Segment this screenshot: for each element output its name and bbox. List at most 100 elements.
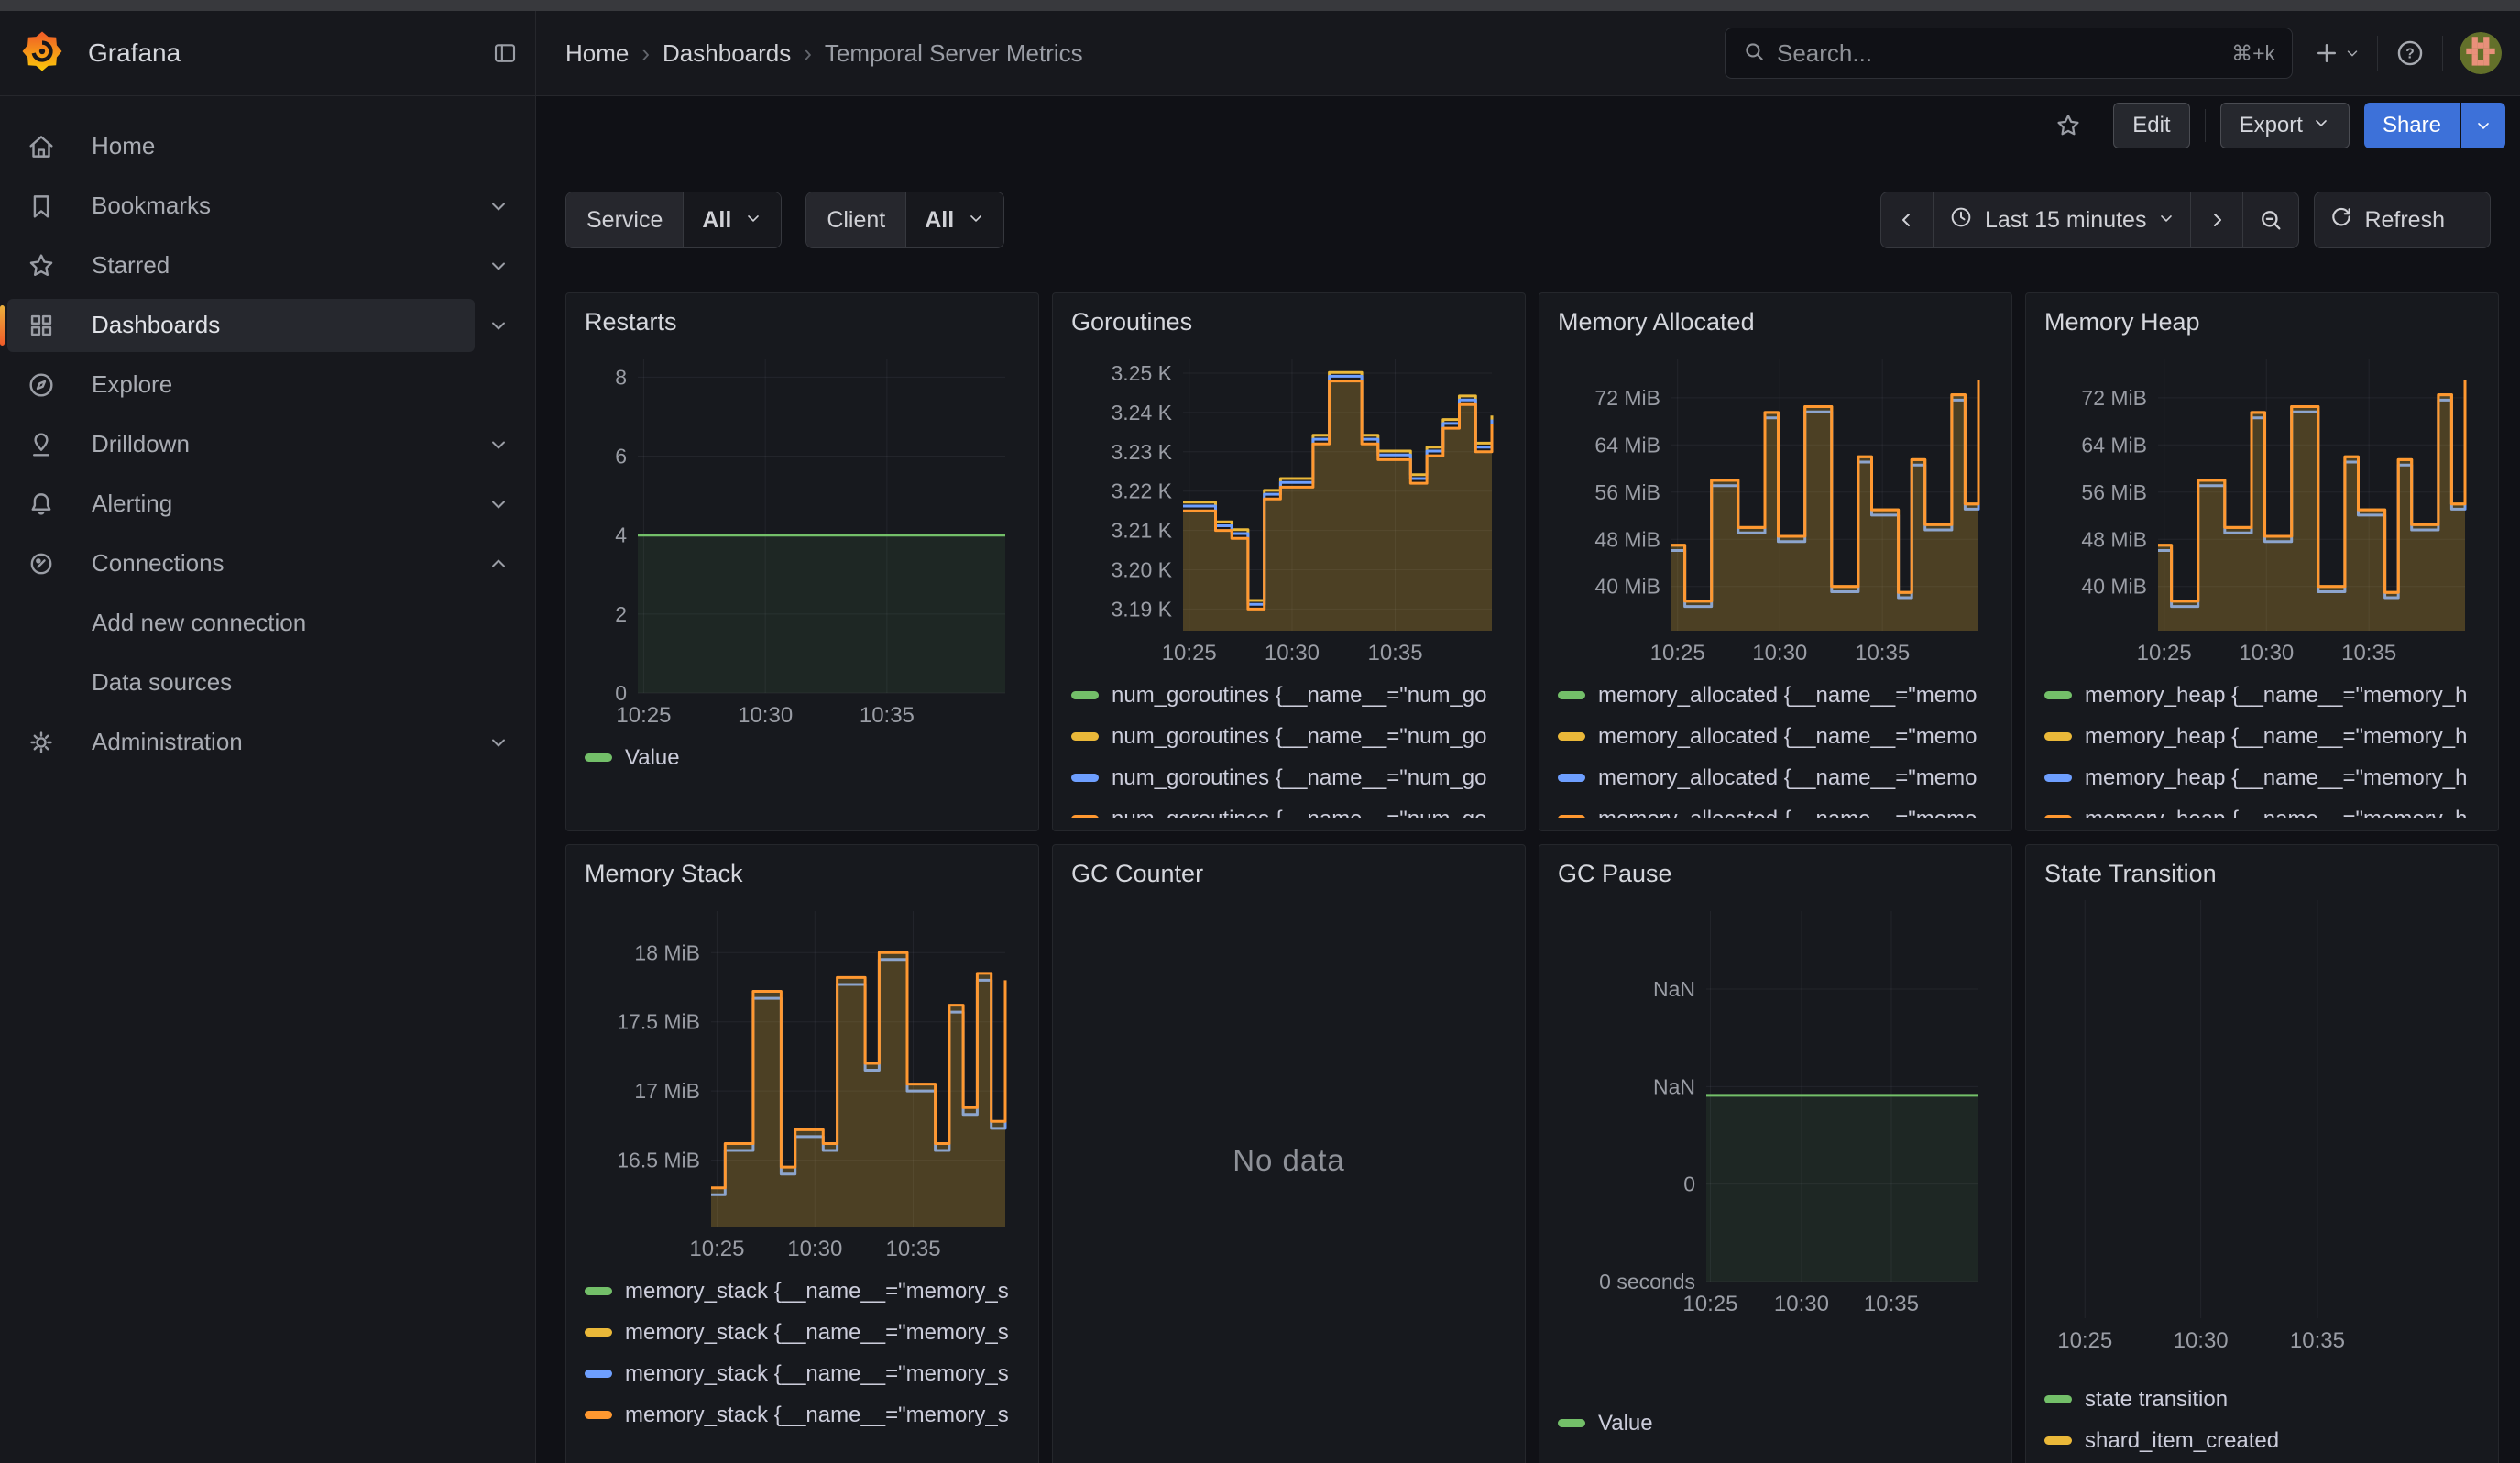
legend-marker [2044, 774, 2072, 782]
new-item-button[interactable] [2313, 39, 2361, 67]
sidebar-item-label: Add new connection [92, 609, 306, 637]
panel-memory-heap: Memory Heap 40 MiB48 MiB56 MiB64 MiB72 M… [2025, 292, 2499, 831]
chevron-up-icon[interactable] [475, 553, 522, 575]
client-filter[interactable]: Client All [805, 192, 1004, 248]
chevron-down-icon[interactable] [475, 434, 522, 456]
favorite-star-icon[interactable] [2054, 111, 2083, 140]
legend-item[interactable]: num_goroutines {__name__="num_go [1071, 798, 1507, 818]
refresh-icon [2329, 205, 2353, 236]
x-axis-tick-label: 10:30 [2239, 641, 2294, 666]
legend-item[interactable]: memory_stack {__name__="memory_s [585, 1394, 1020, 1436]
y-axis-tick-label: 8 [615, 365, 627, 389]
sidebar-item-starred[interactable]: Starred [7, 239, 475, 292]
chevron-down-icon[interactable] [475, 195, 522, 217]
sidebar-item-data-sources[interactable]: Data sources [7, 656, 522, 710]
share-split-button: Share [2364, 103, 2505, 148]
breadcrumb-dashboards[interactable]: Dashboards [663, 39, 791, 68]
sidebar-item-dashboards[interactable]: Dashboards [7, 299, 475, 352]
legend-item[interactable]: memory_heap {__name__="memory_h [2044, 716, 2480, 757]
y-axis-tick-label: NaN [1653, 977, 1695, 1001]
chevron-down-icon[interactable] [475, 255, 522, 277]
legend-item[interactable]: memory_heap {__name__="memory_h [2044, 757, 2480, 798]
breadcrumb: Home › Dashboards › Temporal Server Metr… [565, 39, 1725, 68]
bell-icon [26, 489, 57, 520]
share-dropdown-button[interactable] [2461, 103, 2505, 148]
sidebar: Home Bookmarks Starred Dashboards Explore Dri… [0, 96, 536, 1463]
refresh-button[interactable]: Refresh [2315, 192, 2460, 248]
legend-marker [2044, 1395, 2072, 1403]
legend-item[interactable]: memory_allocated {__name__="memo [1558, 798, 1993, 818]
time-shift-forward-button[interactable] [2191, 192, 2243, 248]
export-button[interactable]: Export [2220, 103, 2350, 148]
legend-item[interactable]: memory_stack {__name__="memory_s [585, 1270, 1020, 1312]
y-axis-tick-label: 3.22 K [1112, 479, 1173, 503]
legend-item[interactable]: memory_heap {__name__="memory_h [2044, 798, 2480, 818]
legend-item[interactable]: shard_item_created [2044, 1420, 2480, 1461]
sidebar-item-home[interactable]: Home [7, 120, 522, 173]
sidebar-item-bookmarks[interactable]: Bookmarks [7, 180, 475, 233]
legend-marker [1558, 774, 1585, 782]
help-icon[interactable]: ? [2394, 38, 2426, 69]
search-box[interactable]: ⌘+k [1725, 28, 2293, 79]
legend-item[interactable]: memory_allocated {__name__="memo [1558, 716, 1993, 757]
sidebar-item-alerting[interactable]: Alerting [7, 478, 475, 531]
legend-item[interactable]: num_goroutines {__name__="num_go [1071, 675, 1507, 716]
chevron-down-icon[interactable] [475, 732, 522, 754]
avatar[interactable] [2460, 32, 2502, 74]
y-axis-tick-label: 3.20 K [1112, 558, 1173, 582]
legend-item[interactable]: state transition [2044, 1379, 2480, 1420]
legend-item[interactable]: memory_allocated {__name__="memo [1558, 757, 1993, 798]
legend-item[interactable]: num_goroutines {__name__="num_go [1071, 757, 1507, 798]
legend-item[interactable]: memory_heap {__name__="memory_h [2044, 675, 2480, 716]
panel-gc-pause: GC Pause 0 seconds0NaNNaN10:2510:3010:35… [1539, 844, 2012, 1463]
sidebar-item-add-new-connection[interactable]: Add new connection [7, 597, 522, 650]
chart-restarts: 0246810:2510:3010:35 [585, 345, 1020, 730]
chevron-down-icon[interactable] [475, 314, 522, 336]
refresh-interval-dropdown[interactable] [2460, 192, 2490, 248]
breadcrumb-home[interactable]: Home [565, 39, 629, 68]
x-axis-tick-label: 10:25 [689, 1237, 744, 1261]
time-range-picker[interactable]: Last 15 minutes [1934, 192, 2192, 248]
collapse-sidebar-icon[interactable] [491, 39, 519, 67]
sidebar-item-explore[interactable]: Explore [7, 358, 522, 412]
time-range-label: Last 15 minutes [1985, 207, 2147, 234]
legend-item[interactable]: Value [1558, 1402, 1993, 1444]
legend-label: state transition [2085, 1387, 2228, 1413]
time-shift-back-button[interactable] [1881, 192, 1934, 248]
sidebar-item-label: Drilldown [92, 430, 190, 458]
legend-item[interactable]: memory_allocated {__name__="memo [1558, 675, 1993, 716]
sidebar-item-administration[interactable]: Administration [7, 716, 475, 769]
chevron-down-icon[interactable] [475, 493, 522, 515]
x-axis-tick-label: 10:30 [2174, 1328, 2229, 1353]
chart-gc-pause: 0 seconds0NaNNaN10:2510:3010:35 [1558, 896, 1993, 1318]
chart-svg-goroutines: 3.19 K3.20 K3.21 K3.22 K3.23 K3.24 K3.25… [1071, 345, 1507, 667]
grafana-logo-icon[interactable] [22, 31, 62, 76]
legend-marker [2044, 815, 2072, 818]
share-button[interactable]: Share [2364, 103, 2460, 148]
sidebar-item-drilldown[interactable]: Drilldown [7, 418, 475, 471]
divider [2205, 109, 2206, 142]
zoom-out-icon[interactable] [2243, 192, 2298, 248]
header-left: Grafana [0, 11, 536, 95]
y-axis-tick-label: 3.25 K [1112, 361, 1173, 385]
y-axis-tick-label: 0 [615, 681, 627, 705]
legend: Value [1558, 1395, 1993, 1444]
legend-item[interactable]: num_goroutines {__name__="num_go [1071, 716, 1507, 757]
x-axis-tick-label: 10:30 [1774, 1292, 1829, 1316]
legend: Value [585, 730, 1020, 778]
client-filter-label: Client [806, 192, 906, 248]
edit-button[interactable]: Edit [2113, 103, 2189, 148]
series-fill [1706, 1095, 1978, 1282]
legend-marker [1558, 691, 1585, 699]
legend-item[interactable]: Value [585, 737, 1020, 778]
app-header: Grafana Home › Dashboards › Temporal Ser… [0, 11, 2520, 96]
legend-item[interactable]: memory_stack {__name__="memory_s [585, 1312, 1020, 1353]
legend: memory_heap {__name__="memory_hmemory_he… [2044, 667, 2480, 818]
search-input[interactable] [1777, 39, 2220, 68]
legend-label: memory_stack {__name__="memory_s [625, 1279, 1009, 1304]
chart-memory-stack: 16.5 MiB17 MiB17.5 MiB18 MiB10:2510:3010… [585, 896, 1020, 1263]
y-axis-tick-label: 56 MiB [1594, 480, 1660, 504]
service-filter[interactable]: Service All [565, 192, 782, 248]
legend-item[interactable]: memory_stack {__name__="memory_s [585, 1353, 1020, 1394]
sidebar-item-connections[interactable]: Connections [7, 537, 475, 590]
